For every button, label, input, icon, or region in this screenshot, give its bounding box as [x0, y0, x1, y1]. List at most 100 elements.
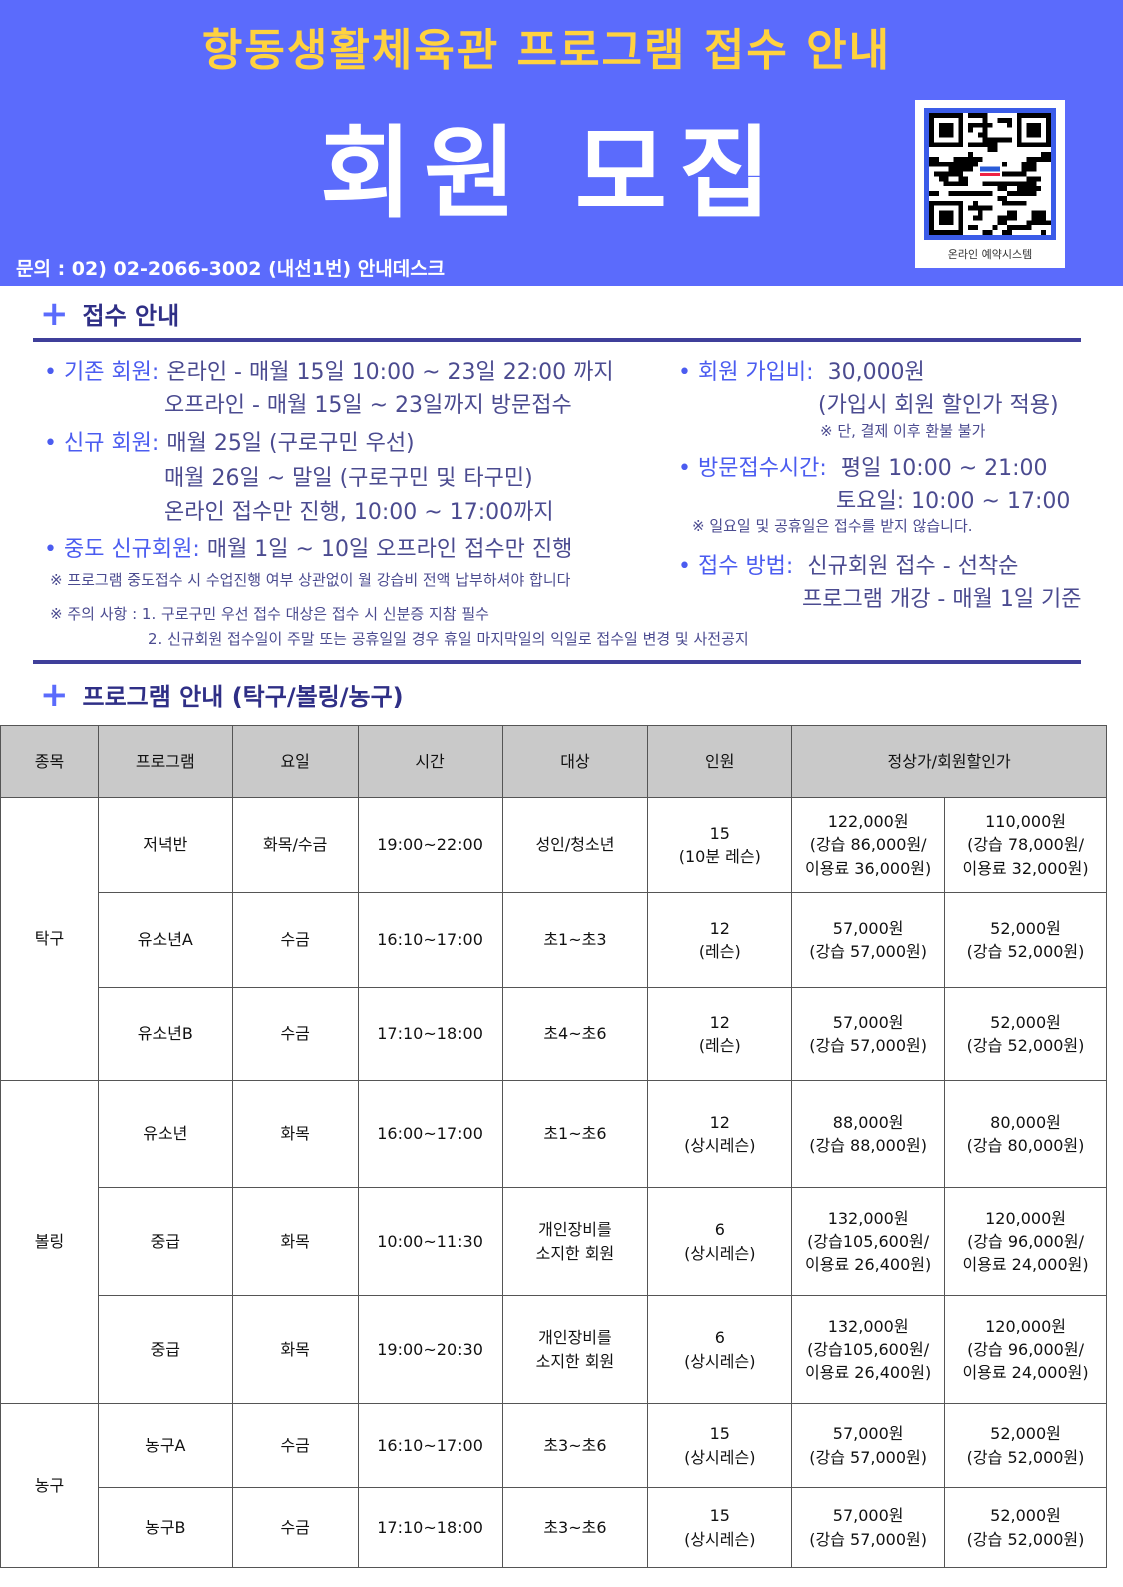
new-2: 매월 26일 ~ 말일 (구로구민 및 타구민) — [164, 466, 533, 491]
member-cell: 52,000원 (강습 52,000원) — [944, 987, 1107, 1081]
regular-cell: 88,000원 (강습 88,000원) — [791, 1080, 946, 1188]
existing-offline: 오프라인 - 매월 15일 ~ 23일까지 방문접수 — [164, 393, 572, 418]
program-cell: 농구A — [97, 1403, 233, 1488]
program-cell: 유소년A — [97, 892, 233, 988]
column-header: 요일 — [231, 725, 359, 798]
existing-online: 온라인 - 매월 15일 10:00 ~ 23일 22:00 까지 — [166, 360, 614, 385]
method-2: 프로그램 개강 - 매월 1일 기준 — [802, 587, 1082, 612]
visit-note: ※ 일요일 및 공휴일은 접수를 받지 않습니다. — [692, 517, 973, 535]
time-cell: 17:10~18:00 — [357, 987, 503, 1081]
caution-2: 2. 신규회원 접수일이 주말 또는 공휴일일 경우 휴일 마지막일의 익일로 … — [148, 630, 749, 648]
days-cell: 수금 — [231, 1403, 359, 1488]
regular-cell: 57,000원 (강습 57,000원) — [791, 1487, 946, 1568]
target-cell: 성인/청소년 — [501, 797, 649, 893]
new-3: 온라인 접수만 진행, 10:00 ~ 17:00까지 — [164, 500, 554, 525]
regular-cell: 122,000원 (강습 86,000원/ 이용료 36,000원) — [791, 797, 946, 893]
capacity-cell: 12 (상시레슨) — [647, 1080, 793, 1188]
target-cell: 개인장비를 소지한 회원 — [501, 1295, 649, 1404]
time-cell: 17:10~18:00 — [357, 1487, 503, 1568]
target-cell: 초1~초6 — [501, 1080, 649, 1188]
plus-icon: + — [40, 674, 69, 715]
days-cell: 화목/수금 — [231, 797, 359, 893]
target-cell: 초3~초6 — [501, 1403, 649, 1488]
regular-cell: 57,000원 (강습 57,000원) — [791, 892, 946, 988]
method-label: • 접수 방법: — [678, 554, 794, 579]
capacity-cell: 15 (상시레슨) — [647, 1403, 793, 1488]
qr-code-icon — [924, 108, 1056, 240]
table-row: 탁구 저녁반 화목/수금 19:00~22:00 성인/청소년 15 (10분 레슨) 12… — [0, 797, 1107, 1081]
capacity-cell: 12 (레슨) — [647, 892, 793, 988]
program-cell: 유소년B — [97, 987, 233, 1081]
program-cell: 저녁반 — [97, 797, 233, 893]
days-cell: 화목 — [231, 1187, 359, 1296]
member-cell: 52,000원 (강습 52,000원) — [944, 1403, 1107, 1488]
method-1: 신규회원 접수 - 선착순 — [807, 554, 1019, 579]
table-row: 중급 화목 19:00~20:30 개인장비를 소지한 회원 6 (상시레슨) 132,0… — [1, 1295, 1107, 1404]
fee-label: • 회원 가입비: — [678, 360, 814, 385]
contact-info: 문의 : 02) 02-2066-3002 (내선1번) 안내데스크 — [16, 258, 446, 280]
visit-label: • 방문접수시간: — [678, 456, 827, 481]
regular-cell: 132,000원 (강습105,600원/ 이용료 26,400원) — [791, 1187, 946, 1296]
section-title-text: 프로그램 안내 (탁구/볼링/농구) — [82, 683, 404, 711]
table-row: 중급 화목 10:00~11:30 개인장비를 소지한 회원 6 (상시레슨) 132,0… — [1, 1187, 1107, 1296]
caution-1: ※ 주의 사항 : 1. 구로구민 우선 접수 대상은 접수 시 신분증 지참 … — [50, 605, 489, 623]
regular-cell: 57,000원 (강습 57,000원) — [791, 987, 946, 1081]
days-cell: 화목 — [231, 1295, 359, 1404]
fee-2: (가입시 회원 할인가 적용) — [818, 393, 1059, 418]
program-cell: 중급 — [97, 1187, 233, 1296]
capacity-cell: 15 (상시레슨) — [647, 1487, 793, 1568]
column-header: 프로그램 — [97, 725, 233, 798]
program-cell: 중급 — [97, 1295, 233, 1404]
mid-note: ※ 프로그램 중도접수 시 수업진행 여부 상관없이 월 강습비 전액 납부하셔… — [50, 571, 571, 589]
column-header: 대상 — [501, 725, 649, 798]
target-cell: 초1~초3 — [501, 892, 649, 988]
title-main: 회원 모집 — [320, 115, 783, 232]
time-cell: 16:10~17:00 — [357, 1403, 503, 1488]
section-title-text: 접수 안내 — [82, 302, 180, 330]
capacity-cell: 6 (상시레슨) — [647, 1295, 793, 1404]
section-title-programs: + 프로그램 안내 (탁구/볼링/농구) — [40, 677, 404, 712]
column-header: 시간 — [357, 725, 503, 798]
days-cell: 화목 — [231, 1080, 359, 1188]
new-label: • 신규 회원: — [44, 431, 160, 456]
existing-label: • 기존 회원: — [44, 360, 160, 385]
sport-cell: 볼링 — [0, 1080, 99, 1404]
divider — [33, 338, 1081, 342]
table-row: 농구B 수금 17:10~18:00 초3~초6 15 (상시레슨) 57,000원 (강… — [1, 1487, 1107, 1568]
program-cell: 유소년 — [97, 1080, 233, 1188]
program-table: 종목 프로그램 요일 시간 대상 인원 정상가/회원할인가 탁구 저녁반 화목/수금 19:00~… — [0, 725, 1107, 1568]
mid-label: • 중도 신규회원: — [44, 537, 200, 562]
sport-cell: 탁구 — [0, 797, 99, 1081]
target-cell: 개인장비를 소지한 회원 — [501, 1187, 649, 1296]
table-row: 농구 농구A 수금 16:10~17:00 초3~초6 15 (상시레슨) 57,000원 … — [0, 1403, 1107, 1568]
divider — [33, 660, 1081, 664]
capacity-cell: 12 (레슨) — [647, 987, 793, 1081]
regular-cell: 132,000원 (강습105,600원/ 이용료 26,400원) — [791, 1295, 946, 1404]
target-cell: 초4~초6 — [501, 987, 649, 1081]
time-cell: 19:00~20:30 — [357, 1295, 503, 1404]
qr-code-card[interactable]: 온라인 예약시스템 — [915, 100, 1065, 268]
time-cell: 10:00~11:30 — [357, 1187, 503, 1296]
time-cell: 16:00~17:00 — [357, 1080, 503, 1188]
mid-1: 매월 1일 ~ 10일 오프라인 접수만 진행 — [206, 537, 573, 562]
regular-cell: 57,000원 (강습 57,000원) — [791, 1403, 946, 1488]
visit-1: 평일 10:00 ~ 21:00 — [840, 456, 1048, 481]
title-top: 항동생활체육관 프로그램 접수 안내 — [201, 25, 892, 76]
table-row: 유소년B 수금 17:10~18:00 초4~초6 12 (레슨) 57,000원 (강습… — [1, 987, 1107, 1081]
qr-caption: 온라인 예약시스템 — [947, 248, 1033, 261]
fee-note: ※ 단, 결제 이후 환불 불가 — [820, 422, 986, 440]
time-cell: 16:10~17:00 — [357, 892, 503, 988]
plus-icon: + — [40, 293, 69, 334]
section-title-registration: + 접수 안내 — [40, 296, 179, 331]
header-banner: 항동생활체육관 프로그램 접수 안내 회원 모집 문의 : 02) 02-206… — [0, 0, 1123, 286]
member-cell: 120,000원 (강습 96,000원/ 이용료 24,000원) — [944, 1187, 1107, 1296]
fee-1: 30,000원 — [827, 360, 925, 385]
new-1: 매월 25일 (구로구민 우선) — [166, 431, 415, 456]
capacity-cell: 6 (상시레슨) — [647, 1187, 793, 1296]
member-cell: 120,000원 (강습 96,000원/ 이용료 24,000원) — [944, 1295, 1107, 1404]
member-cell: 52,000원 (강습 52,000원) — [944, 1487, 1107, 1568]
visit-2: 토요일: 10:00 ~ 17:00 — [836, 489, 1071, 514]
column-header: 정상가/회원할인가 — [791, 725, 1107, 798]
target-cell: 초3~초6 — [501, 1487, 649, 1568]
table-row: 볼링 유소년 화목 16:00~17:00 초1~초6 12 (상시레슨) 88,000원 … — [0, 1080, 1107, 1404]
